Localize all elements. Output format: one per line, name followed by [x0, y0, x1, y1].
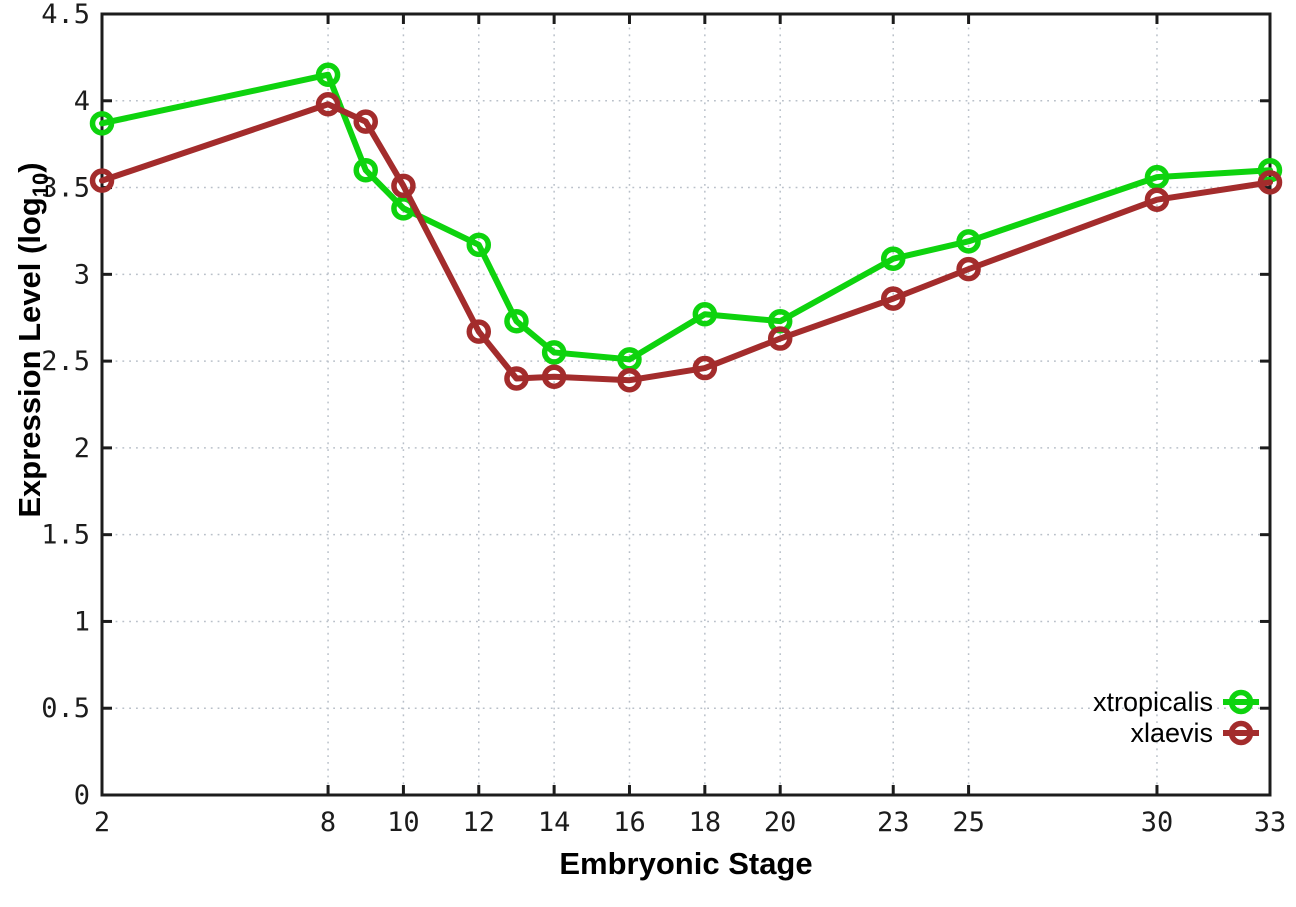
legend-label-xlaevis: xlaevis: [1130, 718, 1213, 748]
data-point-marker-xtropicalis: [315, 62, 341, 87]
y-tick-label: 3: [74, 259, 90, 290]
x-tick-label: 25: [952, 807, 985, 838]
x-tick-label: 23: [877, 807, 910, 838]
y-tick-label: 1.5: [41, 520, 90, 551]
y-tick-label: 2: [74, 433, 90, 464]
x-tick-label: 12: [463, 807, 496, 838]
data-point-marker-xlaevis: [466, 319, 492, 344]
legend-label-xtropicalis: xtropicalis: [1093, 687, 1213, 717]
data-point-marker-xlaevis: [617, 367, 642, 393]
y-tick-label: 1: [74, 606, 90, 637]
data-point-marker-xtropicalis: [353, 157, 378, 183]
data-point-marker-xtropicalis: [692, 302, 718, 327]
series-line-xtropicalis: [99, 71, 1273, 363]
legend-marker-xtropicalis: [1228, 689, 1254, 715]
x-axis-title: Embryonic Stage: [559, 846, 812, 881]
y-tick-label: 0: [74, 780, 90, 811]
x-tick-label: 18: [689, 807, 722, 838]
data-point-marker-xlaevis: [1144, 187, 1170, 212]
data-point-marker-xlaevis: [391, 173, 416, 199]
data-point-marker-xlaevis: [541, 364, 567, 389]
x-tick-label: 8: [320, 807, 336, 838]
data-point-marker-xlaevis: [956, 256, 981, 282]
x-tick-label: 20: [764, 807, 797, 838]
x-tick-label: 14: [538, 807, 571, 838]
x-tick-label: 30: [1141, 807, 1174, 838]
data-point-marker-xtropicalis: [1144, 164, 1170, 190]
data-point-marker-xlaevis: [315, 91, 341, 117]
data-point-marker-xlaevis: [880, 286, 906, 311]
x-tick-label: 2: [94, 807, 110, 838]
data-point-marker-xlaevis: [692, 355, 718, 381]
y-axis-title: Expression Level (log10): [12, 162, 53, 517]
data-point-marker-xlaevis: [89, 168, 115, 193]
y-tick-label: 0.5: [41, 693, 90, 724]
data-point-marker-xlaevis: [353, 109, 378, 134]
data-point-marker-xtropicalis: [880, 246, 906, 271]
data-point-marker-xtropicalis: [466, 232, 492, 258]
x-tick-label: 16: [613, 807, 646, 838]
data-point-marker-xtropicalis: [89, 111, 115, 136]
y-tick-label: 2.5: [41, 346, 90, 377]
data-point-marker-xlaevis: [767, 326, 793, 351]
data-point-marker-xlaevis: [504, 366, 529, 391]
x-tick-label: 10: [387, 807, 420, 838]
plot-border: [100, 12, 1272, 797]
data-point-marker-xtropicalis: [541, 340, 567, 365]
data-point-marker-xtropicalis: [956, 229, 981, 254]
data-point-marker-xtropicalis: [504, 308, 529, 334]
data-point-marker-xlaevis: [1257, 170, 1283, 195]
y-tick-label: 4.5: [41, 0, 90, 30]
y-tick-label: 3.5: [41, 173, 90, 204]
y-tick-label: 4: [74, 86, 90, 117]
x-tick-label: 33: [1254, 807, 1287, 838]
series-line-xlaevis: [99, 101, 1273, 384]
legend-marker-xlaevis: [1228, 720, 1254, 746]
